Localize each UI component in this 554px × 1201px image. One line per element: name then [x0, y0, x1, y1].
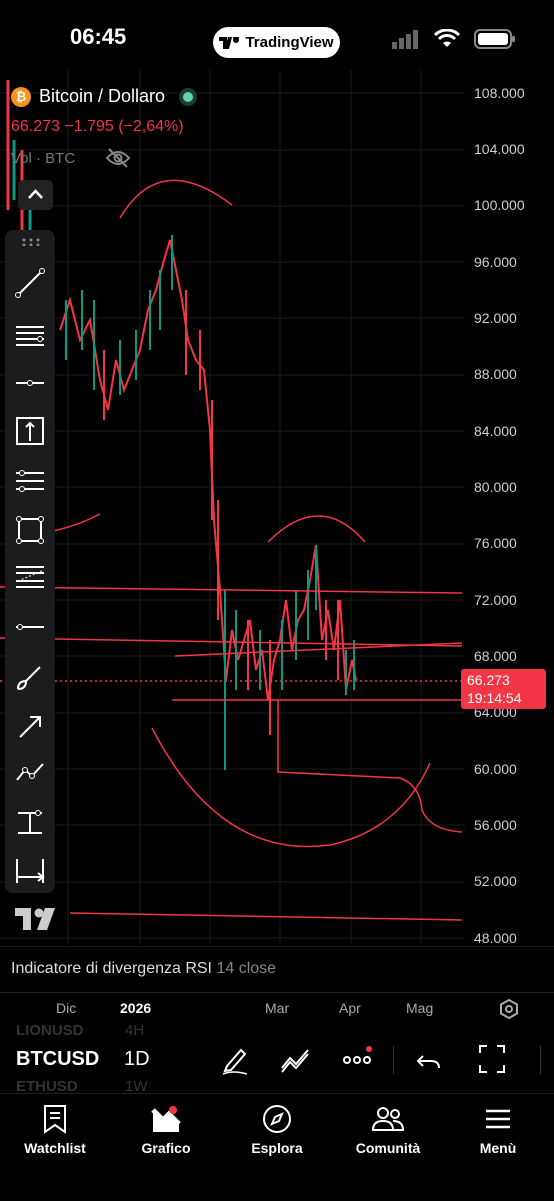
price-change: −1.795 [64, 118, 114, 135]
y-axis-label: 72.000 [474, 592, 517, 608]
tradingview-badge: TradingView [213, 27, 340, 58]
toolbar-divider [393, 1046, 394, 1074]
nav-label: Watchlist [24, 1140, 86, 1156]
x-axis-label: Apr [339, 1000, 361, 1016]
price-tag-value: 66.273 [467, 672, 510, 688]
horizontal-line-icon[interactable] [5, 602, 55, 652]
long-position-icon[interactable] [5, 798, 55, 848]
symbol-selector[interactable]: BTCUSD [16, 1048, 100, 1070]
path-icon[interactable] [5, 747, 55, 797]
fib-retracement-icon[interactable] [5, 406, 55, 456]
y-axis-label: 84.000 [474, 423, 517, 439]
tradingview-badge-label: TradingView [245, 34, 334, 51]
arrow-icon[interactable] [5, 702, 55, 752]
nav-label: Grafico [141, 1140, 191, 1156]
rectangle-icon[interactable] [5, 505, 55, 555]
y-axis-label: 80.000 [474, 479, 517, 495]
nav-menu[interactable]: Menù [448, 1102, 548, 1156]
y-axis-label: 68.000 [474, 648, 517, 664]
community-icon [371, 1107, 405, 1131]
x-axis-label: Mar [265, 1000, 290, 1016]
parallel-channel-icon[interactable] [5, 456, 55, 506]
last-price-tag: 66.273 19:14:54 [461, 669, 546, 709]
chart-icon [151, 1106, 181, 1132]
brush-icon[interactable] [5, 652, 55, 702]
drawing-toolbar [5, 230, 55, 893]
y-axis-label: 88.000 [474, 366, 517, 382]
more-icon[interactable] [341, 1044, 377, 1076]
bitcoin-icon: ₿ [11, 86, 31, 107]
ghost-interval-above: 4H [125, 1022, 145, 1039]
tradingview-logo-icon [219, 36, 240, 49]
indicator-legend[interactable]: Indicatore di divergenza RSI 14 close [11, 960, 276, 978]
ghost-symbol-above: LIONUSD [16, 1022, 84, 1039]
last-price: 66.273 [11, 118, 60, 135]
toolbar-divider [540, 1046, 541, 1074]
price-row: 66.273 −1.795 (−2,64%) [11, 118, 184, 136]
battery-icon [474, 29, 515, 49]
indicators-icon[interactable] [280, 1044, 312, 1076]
symbol-name: Bitcoin / Dollaro [39, 86, 166, 106]
y-axis-label: 92.000 [474, 310, 517, 326]
undo-icon[interactable] [415, 1046, 443, 1074]
drag-handle-icon[interactable] [22, 238, 40, 246]
date-range-icon[interactable] [5, 846, 55, 896]
interval-selector[interactable]: 1D [124, 1048, 150, 1070]
nav-label: Esplora [251, 1140, 303, 1156]
wifi-icon [434, 29, 460, 47]
y-axis-label: 48.000 [474, 930, 517, 946]
y-axis-label: 100.000 [474, 197, 525, 213]
y-axis-label: 52.000 [474, 873, 517, 889]
nav-watchlist[interactable]: Watchlist [5, 1102, 105, 1156]
y-axis-label: 76.000 [474, 535, 517, 551]
ghost-interval-below: 1W [125, 1078, 148, 1095]
indicator-name: Indicatore di divergenza RSI [11, 960, 212, 977]
pane-divider [0, 992, 554, 993]
signal-icon [392, 30, 418, 49]
price-tag-countdown: 19:14:54 [467, 690, 522, 706]
pitchfork-icon[interactable] [5, 310, 55, 360]
compass-icon [263, 1105, 291, 1133]
bottom-nav: Watchlist Grafico Esplora Comunità Menù [0, 1093, 554, 1201]
y-axis-label: 60.000 [474, 761, 517, 777]
x-axis-label: 2026 [120, 1000, 152, 1016]
y-axis-label: 108.000 [474, 85, 525, 101]
drawing-pen-icon[interactable] [219, 1044, 251, 1076]
trend-line-icon[interactable] [5, 258, 55, 308]
price-chart[interactable] [0, 70, 554, 950]
nav-grafico[interactable]: Grafico [116, 1102, 216, 1156]
status-icons [392, 28, 516, 50]
ghost-symbol-below: ETHUSD [16, 1078, 78, 1095]
price-change-pct: (−2,64%) [118, 118, 184, 135]
indicator-params: 14 close [216, 960, 277, 977]
volume-row[interactable]: Vol · BTC [11, 148, 131, 168]
fullscreen-icon[interactable] [478, 1044, 506, 1074]
x-axis-label: Dic [56, 1000, 77, 1016]
tradingview-logo-icon [15, 908, 55, 930]
nav-label: Menù [479, 1140, 517, 1156]
horizontal-ray-icon[interactable] [5, 358, 55, 408]
status-time: 06:45 [70, 24, 127, 49]
eye-off-icon[interactable] [105, 148, 131, 168]
nav-comunita[interactable]: Comunità [338, 1102, 438, 1156]
chevron-up-icon [28, 189, 43, 199]
settings-icon[interactable] [498, 998, 520, 1020]
pane-divider[interactable] [0, 946, 554, 947]
toolbar-collapse-button[interactable] [18, 180, 53, 210]
nav-label: Comunità [355, 1140, 421, 1156]
market-open-icon [183, 91, 194, 102]
y-axis-label: 96.000 [474, 254, 517, 270]
gann-icon[interactable] [5, 552, 55, 602]
y-axis-label: 56.000 [474, 817, 517, 833]
bookmark-icon [44, 1105, 66, 1134]
nav-esplora[interactable]: Esplora [227, 1102, 327, 1156]
volume-label: Vol · BTC [11, 149, 76, 167]
y-axis-label: 104.000 [474, 141, 525, 157]
symbol-bar: LIONUSD 4H BTCUSD 1D ETHUSD 1W [0, 1022, 554, 1095]
menu-icon [486, 1109, 510, 1129]
x-axis-label: Mag [406, 1000, 434, 1016]
symbol-header[interactable]: ₿ Bitcoin / Dollaro [11, 86, 194, 107]
